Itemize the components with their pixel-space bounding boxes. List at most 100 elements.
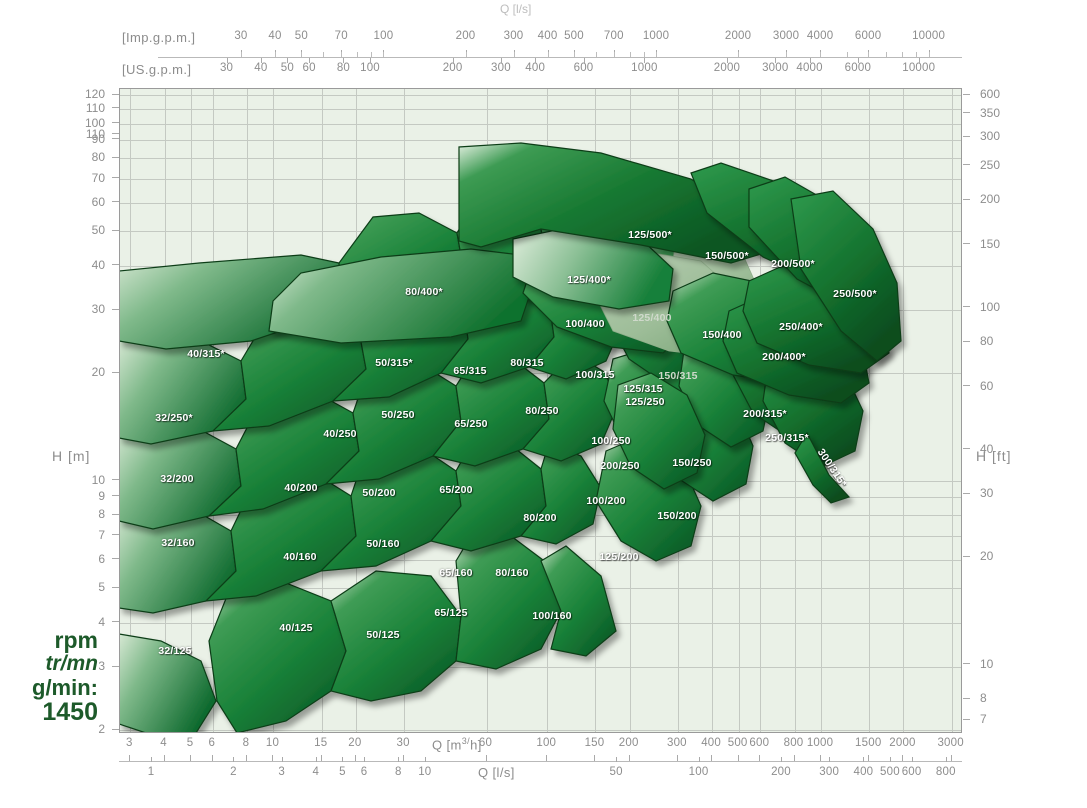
top-secondary-tick-label: 600 (573, 62, 594, 74)
left-tick (112, 513, 119, 515)
top-secondary-tick (726, 58, 728, 63)
bottom-primary-tick (403, 755, 405, 761)
bottom-secondary-tick-label: 300 (819, 766, 840, 778)
top-secondary-tick (370, 58, 371, 63)
bottom-secondary-tick (889, 757, 891, 762)
bottom-primary-tick (129, 755, 131, 761)
pump-envelope[interactable] (120, 633, 217, 733)
bottom-primary-tick (902, 755, 904, 761)
bottom-secondary-tick-label: 400 (853, 766, 874, 778)
gridline-vertical (951, 89, 953, 732)
pump-envelope-shape[interactable] (612, 372, 706, 490)
pump-envelope[interactable] (790, 190, 902, 362)
pump-envelope-shape[interactable] (790, 190, 902, 362)
bottom-primary-tick-label: 60 (478, 737, 493, 749)
top-secondary-tick-label: 2000 (713, 62, 741, 74)
top-secondary-tick-label: 6000 (844, 62, 872, 74)
top-secondary-tick (644, 58, 646, 63)
top-secondary-tick-label: 3000 (762, 62, 789, 74)
pump-envelope[interactable] (794, 431, 851, 504)
right-tick-label: 10 (980, 656, 994, 671)
pump-envelope-shape[interactable] (512, 228, 674, 310)
bottom-secondary-tick (780, 757, 782, 762)
top-secondary-tick (809, 58, 811, 63)
pump-envelope[interactable] (330, 570, 462, 702)
top-primary-tick-label: 10000 (912, 30, 946, 42)
bottom-primary-tick-label: 30 (396, 737, 410, 749)
bottom-primary-tick-label: 1000 (806, 737, 834, 749)
right-tick (963, 198, 970, 200)
top-primary-minor-tick (902, 52, 904, 57)
pump-envelope[interactable] (612, 372, 706, 490)
left-tick-label: 10 (91, 472, 105, 487)
pump-envelope[interactable] (512, 228, 674, 310)
bottom-secondary-tick (342, 757, 344, 762)
pump-envelope[interactable] (208, 580, 347, 733)
top-primary-minor-tick (513, 52, 515, 57)
right-tick-label: 40 (980, 441, 994, 456)
left-tick-label: 110 (85, 100, 105, 115)
left-tick (112, 156, 119, 158)
left-tick-label: 20 (91, 365, 105, 380)
pump-envelope[interactable] (540, 545, 617, 657)
top-primary-tick-label: 40 (268, 30, 282, 42)
top-axis-rule (158, 57, 962, 58)
top-primary-minor-tick (629, 52, 631, 57)
top-primary-minor-tick (916, 52, 918, 57)
top-secondary-tick (287, 58, 289, 63)
bottom-primary-tick-label: 600 (749, 737, 770, 749)
top-secondary-tick (452, 58, 454, 63)
top-secondary-tick-label: 200 (442, 62, 463, 74)
top-primary-tick-label: 700 (603, 30, 624, 42)
bottom-secondary-tick-label: 5 (339, 766, 346, 778)
left-axis-name: H [m] (52, 447, 91, 464)
top-primary-axis-title: [Imp.g.p.m.] (122, 30, 196, 45)
gridline-horizontal (120, 139, 961, 141)
bottom-secondary-tick-label: 4 (312, 766, 320, 778)
top-secondary-tick (309, 58, 311, 63)
bottom-secondary-tick-label: 1 (147, 766, 155, 778)
pump-envelope-shape[interactable] (120, 633, 217, 733)
bottom-secondary-tick (863, 757, 865, 762)
left-tick (112, 558, 119, 560)
bottom-secondary-tick (233, 757, 235, 762)
right-tick-label: 250 (980, 157, 1001, 172)
bottom-primary-tick-label: 6 (208, 737, 216, 749)
top-primary-minor-tick (738, 52, 740, 57)
bottom-primary-tick (793, 755, 795, 761)
bottom-secondary-tick-label: 10 (418, 766, 432, 778)
pump-envelope-shape[interactable] (208, 580, 347, 733)
left-tick-label: 80 (91, 150, 105, 165)
pump-envelope[interactable] (455, 535, 562, 670)
left-tick (112, 308, 119, 310)
right-tick (963, 663, 970, 665)
bottom-primary-tick-label: 15 (314, 737, 328, 749)
gridline-horizontal (120, 667, 961, 669)
left-tick (112, 621, 119, 623)
bottom-primary-tick (320, 755, 322, 761)
bottom-primary-tick (594, 755, 596, 761)
bottom-primary-tick (211, 755, 213, 761)
pump-envelope-shape[interactable] (794, 431, 851, 504)
bottom-secondary-tick-label: 500 (880, 766, 900, 778)
pump-envelope-shape[interactable] (455, 535, 562, 670)
left-tick (112, 177, 119, 179)
top-primary-tick-label: 400 (537, 30, 558, 42)
top-primary-minor-tick (643, 52, 645, 57)
right-tick-label: 200 (980, 192, 1001, 207)
bottom-primary-axis-title: Q [m3/h] (432, 736, 482, 753)
pump-envelope-shape[interactable] (330, 570, 462, 702)
left-tick (112, 201, 119, 203)
left-tick (112, 728, 119, 730)
rpm-legend: rpm tr/mn g/min: 1450 (2, 628, 98, 726)
right-tick-label: 600 (980, 87, 1001, 102)
bottom-primary-tick-label: 3 (126, 737, 133, 749)
pump-envelope-shape[interactable] (540, 545, 617, 657)
top-primary-minor-tick (613, 52, 615, 57)
top-secondary-axis-title: [US.g.p.m.] (122, 62, 192, 77)
bottom-primary-tick-label: 3000 (937, 737, 964, 749)
bottom-primary-tick-label: 10 (265, 737, 280, 749)
left-tick (112, 93, 119, 95)
top-primary-minor-tick (573, 52, 575, 57)
top-secondary-tick-label: 10000 (902, 62, 936, 74)
